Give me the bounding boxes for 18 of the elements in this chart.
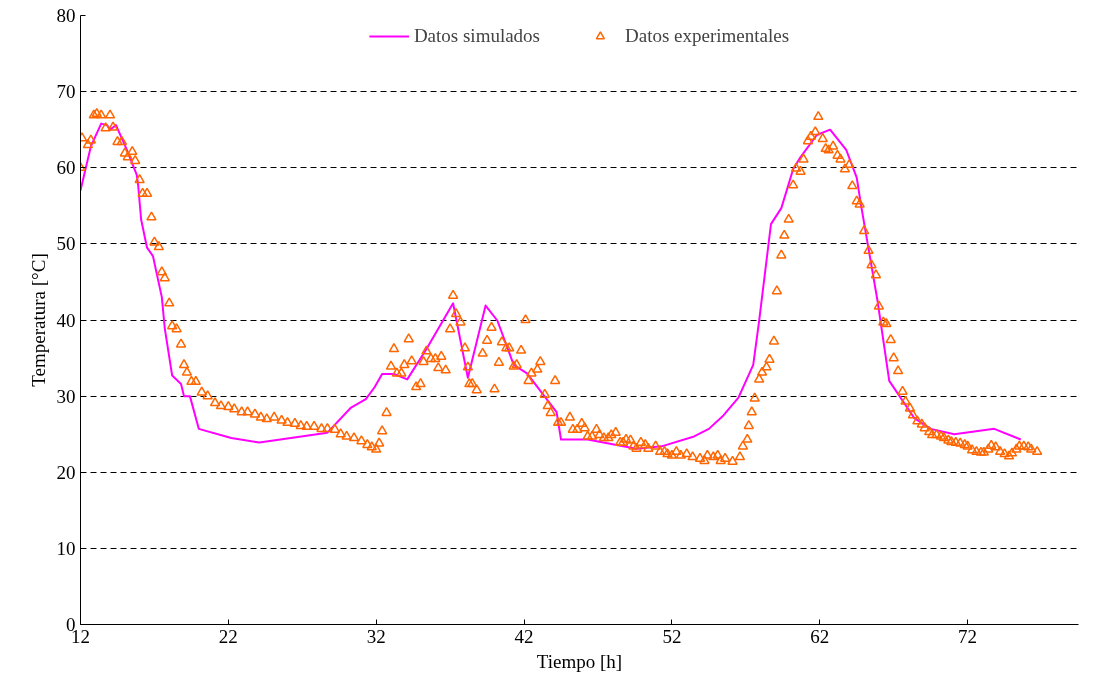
y-tick-label: 40 [56, 309, 76, 331]
x-tick-label: 32 [366, 625, 386, 647]
x-tick-label: 52 [662, 625, 682, 647]
y-tick-label: 60 [56, 157, 76, 179]
x-tick-label: 72 [958, 625, 978, 647]
legend-label: Datos experimentales [625, 25, 790, 47]
x-tick-label: 22 [218, 625, 238, 647]
y-axis-title: Temperatura [°C] [27, 253, 49, 387]
y-tick-label: 70 [56, 81, 76, 103]
y-tick-label: 20 [56, 461, 76, 483]
y-tick-label: 30 [56, 385, 76, 407]
y-tick-label: 80 [56, 5, 76, 26]
x-tick-label: 62 [810, 625, 830, 647]
legend-label: Datos simulados [413, 25, 541, 47]
y-tick-label: 50 [56, 233, 76, 255]
x-tick-label: 42 [514, 625, 534, 647]
x-axis-title: Tiempo [h] [536, 650, 623, 672]
y-tick-label: 10 [56, 537, 76, 559]
